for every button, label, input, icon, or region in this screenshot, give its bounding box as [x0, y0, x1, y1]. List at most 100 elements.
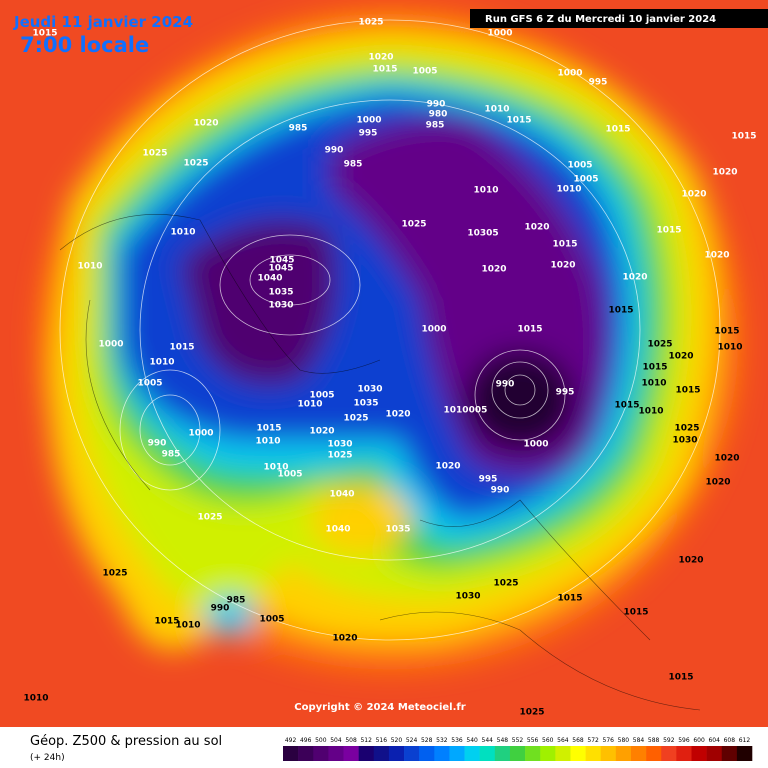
isobar-label: 1015	[506, 116, 531, 126]
isobar-label: 990	[325, 146, 344, 156]
isobar-label: 1015	[32, 29, 57, 39]
colorbar-label: 532	[436, 737, 448, 744]
isobar-label: 1000	[487, 29, 512, 39]
colorbar-swatch	[555, 746, 571, 761]
isobar-label: 985	[426, 121, 445, 131]
isobar-label: 1025	[102, 569, 127, 579]
isobar-label: 1005	[137, 379, 162, 389]
isobar-label: 1020	[705, 478, 730, 488]
isobar-label: 10305	[467, 229, 498, 239]
colorbar-swatch	[661, 746, 677, 761]
colorbar-swatch	[691, 746, 707, 761]
isobar-label: 1010	[255, 437, 280, 447]
colorbar-label: 604	[708, 737, 720, 744]
isobar-label: 1020	[550, 261, 575, 271]
colorbar-swatch	[449, 746, 465, 761]
isobar-label: 1020	[368, 53, 393, 63]
isobar-label: 990	[427, 100, 446, 110]
isobar-label: 005	[469, 406, 488, 416]
colorbar-label: 588	[648, 737, 660, 744]
isobar-label: 1020	[193, 119, 218, 129]
colorbar-swatch	[721, 746, 738, 761]
isobar-label: 1020	[332, 634, 357, 644]
colorbar-swatch	[373, 746, 390, 761]
colorbar-swatch	[600, 746, 617, 761]
colorbar-label: 556	[527, 737, 539, 744]
colorbar-swatch	[343, 746, 359, 761]
colorbar-label: 540	[466, 737, 478, 744]
colorbar-swatch	[646, 746, 662, 761]
isobar-label: 985	[227, 596, 246, 606]
isobar-label: 985	[344, 160, 363, 170]
colorbar-label: 596	[678, 737, 690, 744]
isobar-label: 1020	[435, 462, 460, 472]
isobar-label: 1030	[455, 592, 480, 602]
isobar-label: 1025	[142, 149, 167, 159]
isobar-label: 1015	[372, 65, 397, 75]
isobar-label: 1040	[325, 525, 350, 535]
isobar-label: 1025	[343, 414, 368, 424]
isobar-label: 1015	[614, 401, 639, 411]
isobar-label: 1015	[154, 617, 179, 627]
isobar-label: 1010	[170, 228, 195, 238]
isobar-label: 990	[491, 486, 510, 496]
legend-title: Géop. Z500 & pression au sol	[30, 734, 222, 749]
isobar-label: 1015	[552, 240, 577, 250]
colorbar-label: 504	[330, 737, 342, 744]
colorbar-swatch	[419, 746, 435, 761]
colorbar-label: 612	[739, 737, 751, 744]
colorbar-swatch	[615, 746, 632, 761]
isobar-label: 990	[211, 604, 230, 614]
colorbar-swatch	[585, 746, 602, 761]
coastlines	[59, 214, 701, 711]
colorbar-label: 500	[315, 737, 327, 744]
isobar-label: 1015	[656, 226, 681, 236]
colorbar-swatch	[570, 746, 586, 761]
legend-subtitle: (+ 24h)	[30, 753, 65, 763]
isobar-label: 1020	[704, 251, 729, 261]
colorbar-swatch	[404, 746, 420, 761]
isobar-label: 1035	[385, 525, 410, 535]
isobar-label: 1025	[493, 579, 518, 589]
isobar-label: 1035	[268, 288, 293, 298]
run-info: Run GFS 6 Z du Mercredi 10 janvier 2024	[485, 14, 716, 25]
isobar-label: 1035	[353, 399, 378, 409]
colorbar-label: 568	[572, 737, 584, 744]
isobar-label: 1010	[484, 105, 509, 115]
isobar-label: 1010	[556, 185, 581, 195]
forecast-time: 7:00 locale	[20, 33, 149, 57]
isobar-label: 985	[289, 124, 308, 134]
isobar-label: 1045	[269, 256, 294, 266]
forecast-date: Jeudi 11 janvier 2024	[13, 13, 193, 31]
isobar-label: 1015	[517, 325, 542, 335]
isobar-label: 995	[479, 475, 498, 485]
isobar-label: 1015	[605, 125, 630, 135]
isobar-label: 1005	[412, 67, 437, 77]
colorbar-label: 544	[482, 737, 494, 744]
isobar-label: 1025	[647, 340, 672, 350]
colorbar-label: 528	[421, 737, 433, 744]
colorbar-label: 492	[285, 737, 297, 744]
isobar-label: 1005	[277, 470, 302, 480]
colorbar-swatch	[434, 746, 450, 761]
isobar-label: 1025	[519, 708, 544, 718]
isobar-label: 990	[496, 380, 515, 390]
isobar-label: 1010	[175, 621, 200, 631]
colorbar-label: 584	[633, 737, 645, 744]
isobar-label: 1010	[473, 186, 498, 196]
isobar-label: 1010	[297, 400, 322, 410]
field	[0, 0, 768, 727]
colorbar-swatch	[494, 746, 511, 761]
colorbar-label: 592	[663, 737, 675, 744]
isobar-label: 1010	[641, 379, 666, 389]
colorbar-swatch	[298, 746, 314, 761]
isobar-label: 1010	[77, 262, 102, 272]
isobar-label: 1005	[259, 615, 284, 625]
isobar-label: 1025	[674, 424, 699, 434]
isobar-label: 1000	[98, 340, 123, 350]
isobar-label: 1010	[638, 407, 663, 417]
colorbar-swatch	[525, 746, 541, 761]
isobar-label: 1010	[149, 358, 174, 368]
